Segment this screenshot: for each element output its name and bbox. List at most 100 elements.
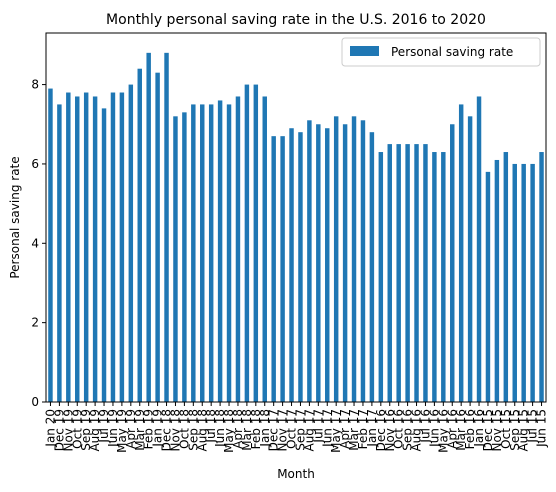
bar xyxy=(441,152,446,402)
bar xyxy=(298,132,303,402)
x-tick-label: Jun 17 xyxy=(320,409,334,448)
bar xyxy=(342,124,348,402)
bar xyxy=(539,152,544,402)
bar xyxy=(146,52,151,403)
legend-swatch xyxy=(350,46,379,56)
x-tick-label: Jun 15 xyxy=(535,409,549,448)
bar xyxy=(325,128,330,403)
x-tick-label: Sep 16 xyxy=(401,409,415,451)
x-tick-label: Feb 19 xyxy=(142,409,156,449)
bar xyxy=(57,104,62,403)
y-tick-label: 4 xyxy=(31,236,39,250)
bar xyxy=(396,144,401,402)
bar xyxy=(458,104,464,403)
bar xyxy=(369,132,375,402)
x-tick-label: Mar 19 xyxy=(133,409,147,451)
x-tick-label: Jan 18 xyxy=(258,409,272,448)
bar xyxy=(450,124,455,402)
y-axis: 0 2 4 6 8 xyxy=(31,78,46,409)
x-tick-label: Jun 19 xyxy=(106,409,120,448)
bar xyxy=(66,92,71,403)
bar xyxy=(467,116,473,402)
bar xyxy=(191,104,196,403)
bar xyxy=(512,163,517,402)
x-tick-label: Aug 17 xyxy=(302,409,316,452)
bar xyxy=(101,108,107,402)
x-tick-label: Jan 17 xyxy=(365,409,379,448)
bar xyxy=(119,92,125,403)
x-tick-label: Nov 17 xyxy=(276,409,290,452)
bar xyxy=(485,171,491,402)
x-tick-label: Aug 18 xyxy=(195,409,209,452)
x-tick-label: Oct 19 xyxy=(70,409,84,449)
x-tick-label: Jul 15 xyxy=(526,409,540,444)
x-tick-label: Sep 19 xyxy=(79,409,93,451)
x-tick-label: May 17 xyxy=(329,409,343,453)
bar xyxy=(217,100,223,402)
x-tick-label: Apr 19 xyxy=(124,409,138,449)
x-tick-label: Jul 17 xyxy=(311,409,325,444)
bar xyxy=(476,96,482,402)
plot-frame xyxy=(45,32,547,403)
x-tick-label: Jan 16 xyxy=(472,409,486,448)
x-tick-label: Nov 18 xyxy=(168,409,182,452)
x-tick-label: Aug 19 xyxy=(88,409,102,452)
bar xyxy=(405,144,410,402)
x-tick-label: Mar 18 xyxy=(240,409,254,451)
x-tick-label: Nov 16 xyxy=(383,409,397,452)
x-tick-label: Oct 17 xyxy=(285,409,299,449)
bar xyxy=(414,144,419,402)
x-tick-label: Dec 17 xyxy=(267,409,281,451)
bar xyxy=(244,84,250,402)
bar xyxy=(48,88,53,403)
y-tick-label: 6 xyxy=(31,157,39,171)
x-tick-label: Sep 18 xyxy=(186,409,200,451)
x-tick-label: Feb 17 xyxy=(356,409,370,449)
legend-label: Personal saving rate xyxy=(391,45,513,59)
x-tick-label: Jun 18 xyxy=(213,409,227,448)
bar xyxy=(387,144,392,402)
x-tick-label: Dec 15 xyxy=(481,409,495,451)
bar xyxy=(200,104,205,403)
x-tick-label: Oct 18 xyxy=(177,409,191,449)
bar xyxy=(92,96,98,402)
x-tick-label: Mar 17 xyxy=(347,409,361,451)
bar xyxy=(226,104,232,403)
y-axis-title: Personal saving rate xyxy=(8,156,22,278)
x-tick-label: Jan 20 xyxy=(43,409,57,448)
bar xyxy=(530,163,535,402)
x-tick-label: Sep 15 xyxy=(508,409,522,451)
bar xyxy=(235,96,241,402)
x-tick-label: Nov 19 xyxy=(61,409,75,452)
x-tick-label: Oct 15 xyxy=(499,409,513,449)
bar xyxy=(155,72,160,403)
x-tick-label: Feb 18 xyxy=(249,409,263,449)
x-tick-label: Jul 18 xyxy=(204,409,218,444)
bar xyxy=(333,116,339,402)
x-tick-label: May 16 xyxy=(436,409,450,453)
bar xyxy=(432,152,437,402)
bar xyxy=(307,120,312,402)
x-tick-label: May 19 xyxy=(115,409,129,453)
y-tick-label: 2 xyxy=(31,316,39,330)
bar xyxy=(110,92,116,403)
bar xyxy=(360,120,366,402)
x-tick-label: Jul 16 xyxy=(418,409,432,444)
bar xyxy=(137,68,142,403)
bar xyxy=(351,116,357,402)
y-tick-label: 8 xyxy=(31,78,39,92)
x-tick-label: Dec 16 xyxy=(374,409,388,451)
bar xyxy=(521,163,526,402)
bar xyxy=(128,84,134,402)
x-tick-label: Jan 19 xyxy=(151,409,165,448)
bar xyxy=(378,152,384,402)
x-tick-label: Mar 16 xyxy=(454,409,468,451)
bar xyxy=(83,92,89,403)
y-tick-label: 0 xyxy=(31,395,39,409)
x-tick-label: Oct 16 xyxy=(392,409,406,449)
x-tick-label: Nov 15 xyxy=(490,409,504,452)
x-tick-label: Dec 19 xyxy=(52,409,66,451)
bar xyxy=(316,124,321,402)
